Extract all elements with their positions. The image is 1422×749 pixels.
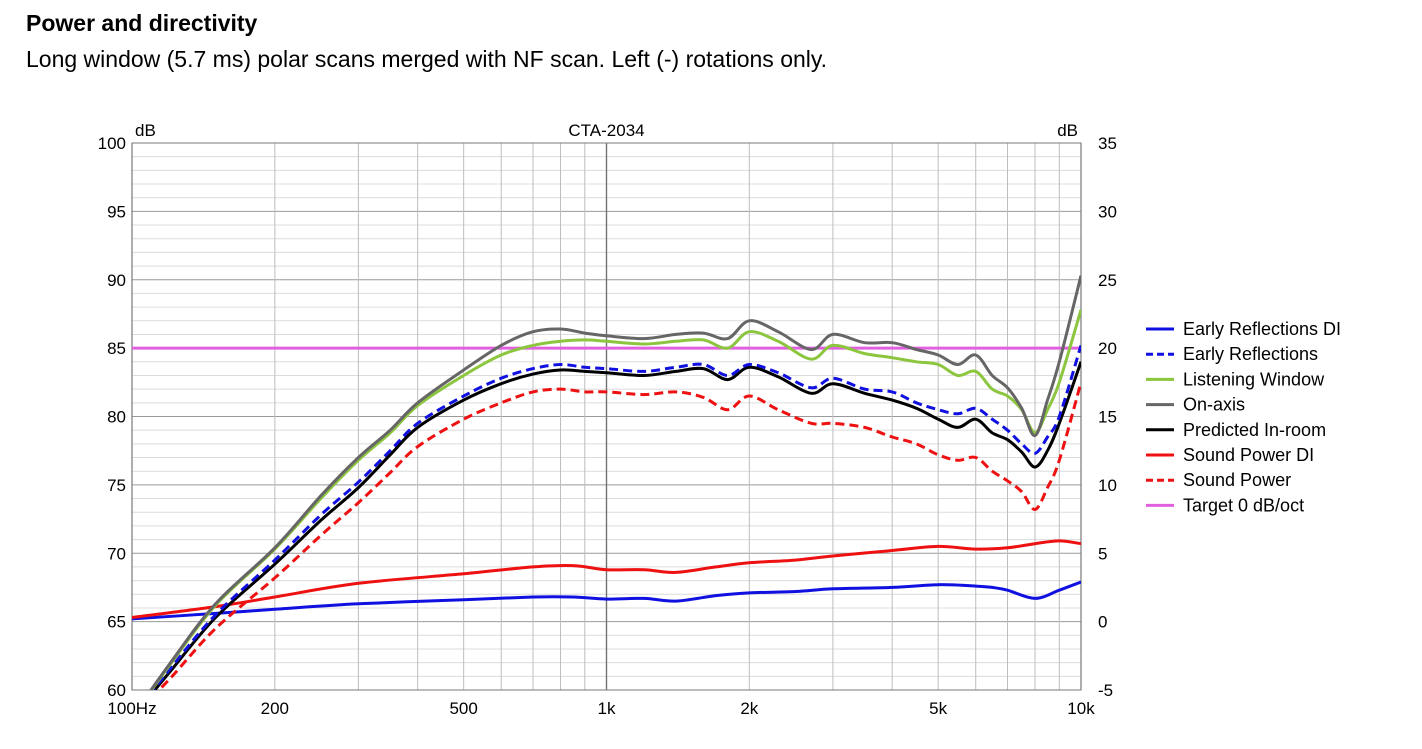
y-left-tick-label: 65 xyxy=(107,613,126,632)
y-right-tick-label: -5 xyxy=(1098,681,1113,700)
series-line-sound-power xyxy=(157,381,1081,690)
legend-label-early-reflections-di: Early Reflections DI xyxy=(1183,319,1341,339)
y-right-tick-label: 10 xyxy=(1098,476,1117,495)
y-left-tick-label: 80 xyxy=(107,408,126,427)
legend-label-on-axis: On-axis xyxy=(1183,395,1245,415)
y-left-tick-label: 85 xyxy=(107,339,126,358)
series-line-predicted-in-room xyxy=(152,361,1081,690)
series-line-on-axis xyxy=(149,275,1081,690)
y-right-tick-label: 25 xyxy=(1098,271,1117,290)
legend-layer: Early Reflections DI Early Reflections Lis… xyxy=(1146,319,1341,515)
y-left-unit-label: dB xyxy=(135,121,156,140)
y-left-tick-label: 95 xyxy=(107,202,126,221)
series-line-early-reflections xyxy=(151,344,1081,690)
legend-label-listening-window: Listening Window xyxy=(1183,369,1325,389)
x-tick-label: 10k xyxy=(1067,699,1095,718)
series-layer xyxy=(132,275,1081,690)
x-tick-label: 1k xyxy=(598,699,616,718)
y-left-tick-label: 90 xyxy=(107,271,126,290)
y-right-tick-label: 20 xyxy=(1098,339,1117,358)
series-line-sound-power-di xyxy=(132,539,1081,620)
legend-label-predicted-in-room: Predicted In-room xyxy=(1183,420,1326,440)
series-line-listening-window xyxy=(149,309,1081,690)
plot-frame xyxy=(131,142,1082,691)
x-tick-label: 500 xyxy=(449,699,477,718)
y-left-tick-label: 75 xyxy=(107,476,126,495)
y-right-tick-label: 30 xyxy=(1098,202,1117,221)
y-right-tick-label: 35 xyxy=(1098,134,1117,153)
chart-title: CTA-2034 xyxy=(568,121,644,140)
legend-label-early-reflections: Early Reflections xyxy=(1183,344,1318,364)
legend-label-sound-power: Sound Power xyxy=(1183,470,1291,490)
y-left-tick-label: 60 xyxy=(107,681,126,700)
axis-layer: 60 65 70 75 80 85 90 95 100 -5 0 5 10 15 20 25 30 35 100Hz… xyxy=(98,121,1117,718)
y-right-tick-label: 15 xyxy=(1098,408,1117,427)
x-tick-label: 100Hz xyxy=(107,699,156,718)
legend-label-target-0-db-oct: Target 0 dB/oct xyxy=(1183,495,1304,515)
series-line-early-reflections-di xyxy=(132,580,1081,621)
page-heading: Power and directivity xyxy=(26,10,258,36)
legend-label-sound-power-di: Sound Power DI xyxy=(1183,445,1314,465)
x-tick-label: 5k xyxy=(929,699,947,718)
y-left-tick-label: 100 xyxy=(98,134,126,153)
y-right-tick-label: 5 xyxy=(1098,544,1107,563)
x-tick-label: 2k xyxy=(740,699,758,718)
page-subheading: Long window (5.7 ms) polar scans merged … xyxy=(26,46,828,72)
grid-layer xyxy=(131,142,1082,691)
y-left-tick-label: 70 xyxy=(107,544,126,563)
x-tick-label: 200 xyxy=(261,699,289,718)
y-right-unit-label: dB xyxy=(1057,121,1078,140)
y-right-tick-label: 0 xyxy=(1098,613,1107,632)
